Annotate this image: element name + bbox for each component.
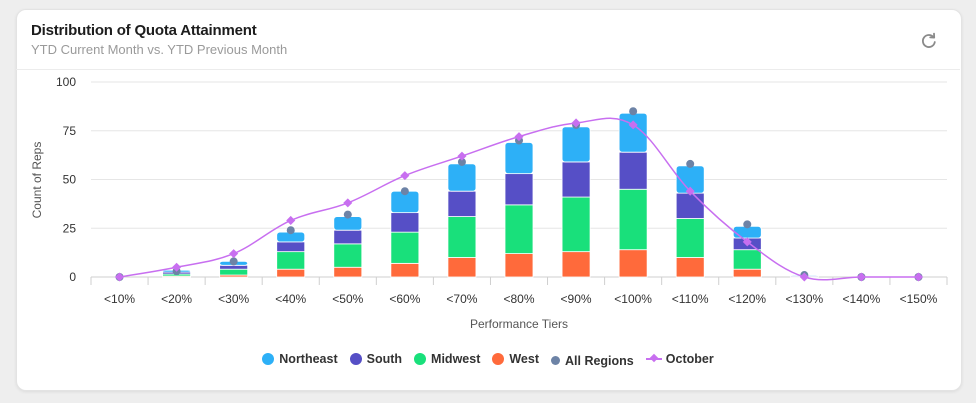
- bar-south[interactable]: [618, 151, 648, 190]
- bar-south[interactable]: [333, 229, 363, 245]
- chart-legend: Northeast South Midwest West All Regions Octo…: [0, 352, 976, 368]
- y-tick-label: 50: [63, 173, 77, 187]
- bar-midwest[interactable]: [675, 218, 705, 258]
- y-tick-label: 100: [56, 75, 76, 89]
- bar-south[interactable]: [504, 173, 534, 206]
- legend-marker: [492, 353, 505, 365]
- legend-item-all-regions[interactable]: All Regions: [551, 354, 634, 368]
- october-point[interactable]: [343, 198, 353, 208]
- legend-marker: [349, 353, 362, 365]
- x-tick-label: <30%: [218, 292, 249, 306]
- legend-label: West: [509, 352, 539, 366]
- x-tick-label: <110%: [672, 292, 709, 306]
- bar-northeast[interactable]: [447, 163, 477, 192]
- bar-south[interactable]: [447, 190, 477, 217]
- x-tick-label: <80%: [503, 292, 534, 306]
- bar-west[interactable]: [390, 262, 420, 278]
- y-axis-title: Count of Reps: [30, 142, 44, 219]
- x-tick-label: <20%: [161, 292, 192, 306]
- x-axis-title: Performance Tiers: [470, 317, 568, 331]
- october-point[interactable]: [229, 249, 239, 259]
- bar-west[interactable]: [333, 266, 363, 278]
- october-point[interactable]: [799, 272, 809, 282]
- chart-card: [16, 9, 962, 391]
- bar-west[interactable]: [618, 249, 648, 278]
- bar-midwest[interactable]: [618, 188, 648, 251]
- bar-south[interactable]: [219, 264, 249, 270]
- bar-west[interactable]: [447, 257, 477, 278]
- bar-midwest[interactable]: [390, 231, 420, 264]
- refresh-icon[interactable]: [919, 31, 939, 51]
- bar-west[interactable]: [504, 253, 534, 278]
- x-tick-label: <100%: [614, 292, 652, 306]
- legend-label: All Regions: [565, 353, 634, 368]
- x-tick-label: <150%: [900, 292, 938, 306]
- y-tick-label: 0: [69, 270, 76, 284]
- x-tick-label: <40%: [275, 292, 306, 306]
- legend-label: October: [665, 352, 714, 366]
- bar-northeast[interactable]: [561, 126, 591, 163]
- legend-label: Midwest: [431, 352, 481, 366]
- bar-south[interactable]: [561, 161, 591, 198]
- all-regions-point[interactable]: [343, 210, 352, 219]
- all-regions-point[interactable]: [629, 107, 638, 116]
- bar-northeast[interactable]: [504, 142, 534, 175]
- x-tick-label: <130%: [785, 292, 823, 306]
- legend-item-west[interactable]: West: [492, 352, 539, 366]
- legend-marker: [551, 356, 560, 365]
- x-tick-label: <120%: [728, 292, 766, 306]
- x-tick-label: <70%: [446, 292, 477, 306]
- x-tick-label: <140%: [843, 292, 881, 306]
- october-point[interactable]: [457, 151, 467, 161]
- bar-midwest[interactable]: [504, 204, 534, 255]
- chart-title: Distribution of Quota Attainment: [31, 22, 257, 39]
- bar-west[interactable]: [276, 268, 306, 278]
- chart-subtitle: YTD Current Month vs. YTD Previous Month: [31, 42, 288, 57]
- chart-plot: <10% <20% <30% <40% <50% <60% <70% <80% <90% <100…: [30, 75, 948, 331]
- all-regions-point[interactable]: [457, 157, 466, 166]
- legend-item-midwest[interactable]: Midwest: [414, 352, 480, 366]
- y-tick-label: 25: [63, 221, 77, 235]
- bar-midwest[interactable]: [732, 249, 762, 270]
- legend-item-october[interactable]: October: [645, 352, 714, 366]
- bar-midwest[interactable]: [219, 268, 249, 276]
- x-tick-label: <60%: [389, 292, 420, 306]
- october-point[interactable]: [115, 272, 125, 282]
- all-regions-point[interactable]: [743, 220, 752, 229]
- bar-midwest[interactable]: [276, 251, 306, 270]
- bar-west[interactable]: [675, 257, 705, 278]
- legend-item-northeast[interactable]: Northeast: [262, 352, 338, 366]
- october-line: [119, 117, 919, 281]
- legend-item-south[interactable]: South: [349, 352, 403, 366]
- october-point[interactable]: [172, 262, 182, 272]
- bar-west[interactable]: [732, 268, 762, 278]
- october-point[interactable]: [286, 215, 296, 225]
- legend-marker: [414, 353, 427, 365]
- bar-midwest[interactable]: [447, 216, 477, 258]
- x-tick-label: <10%: [104, 292, 135, 306]
- bar-south[interactable]: [276, 241, 306, 253]
- bar-west[interactable]: [561, 251, 591, 278]
- october-point[interactable]: [856, 272, 866, 282]
- bar-midwest[interactable]: [561, 196, 591, 253]
- bar-midwest[interactable]: [333, 243, 363, 268]
- legend-marker: [262, 353, 275, 365]
- all-regions-point[interactable]: [686, 159, 695, 168]
- october-point[interactable]: [400, 171, 410, 181]
- legend-label: South: [366, 352, 403, 366]
- all-regions-point[interactable]: [229, 257, 238, 266]
- october-point[interactable]: [913, 272, 923, 282]
- header-divider: [16, 69, 960, 70]
- legend-label: Northeast: [279, 352, 338, 366]
- all-regions-point[interactable]: [400, 187, 409, 196]
- bar-south[interactable]: [675, 192, 705, 219]
- x-tick-label: <90%: [561, 292, 592, 306]
- all-regions-point[interactable]: [286, 226, 295, 235]
- legend-marker: [645, 353, 662, 365]
- x-tick-label: <50%: [332, 292, 363, 306]
- y-tick-label: 75: [63, 124, 77, 138]
- bar-south[interactable]: [390, 212, 420, 233]
